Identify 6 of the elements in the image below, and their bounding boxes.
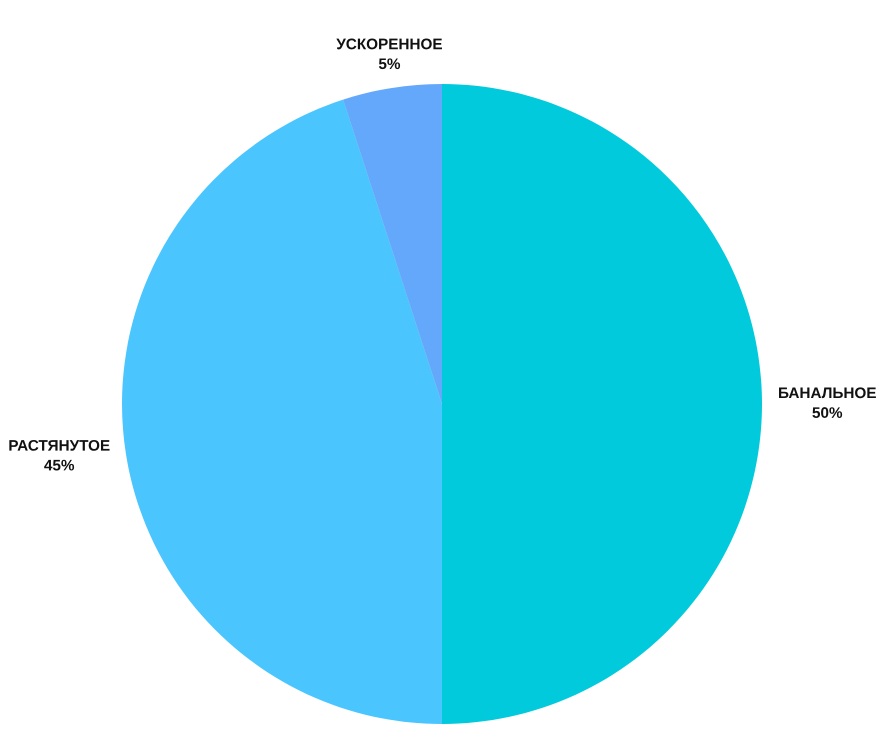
data-label: 45% [44, 460, 74, 471]
slice-label: БАНАЛЬНОЕ [779, 387, 876, 398]
slice-label: УСКОРЕННОЕ [336, 38, 442, 50]
data-label: 50% [812, 407, 842, 418]
slice-label: РАСТЯНУТОЕ [9, 440, 110, 451]
data-label: 5% [378, 58, 400, 70]
